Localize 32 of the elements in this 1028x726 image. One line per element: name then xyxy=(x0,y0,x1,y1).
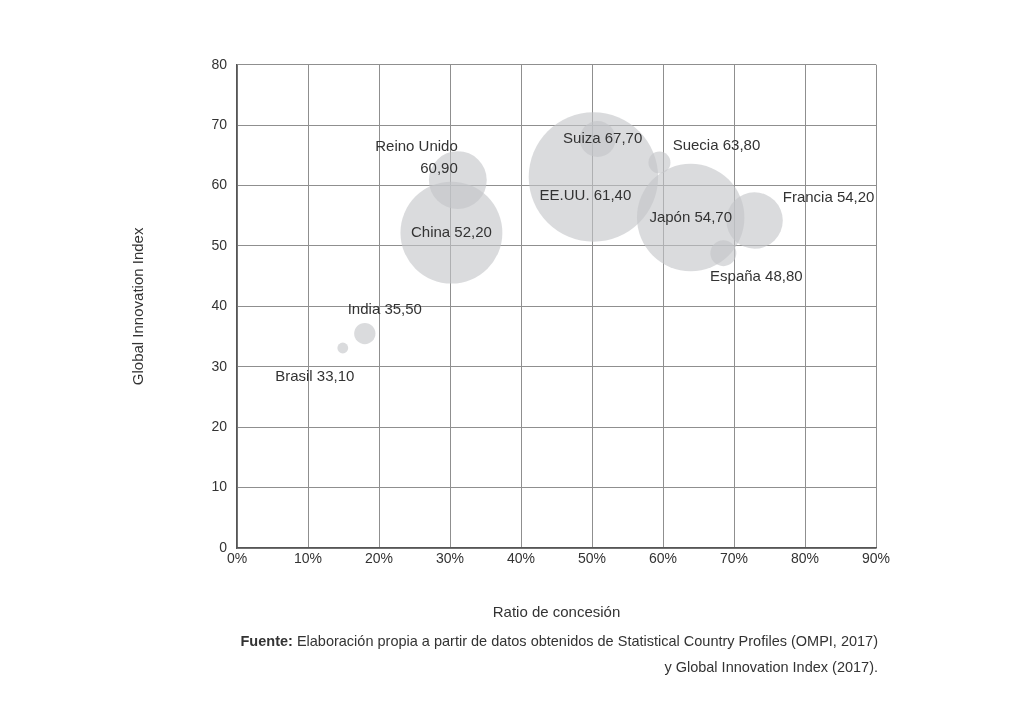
annotation: Brasil 33,10 xyxy=(275,367,355,385)
source-note: Fuente: Elaboración propia a partir de datos obtenidos de Statistical Country Profiles (OMPI, 2017) y Global Innovation Index (2017). xyxy=(239,632,878,677)
annotation: China 52,20 xyxy=(410,222,492,240)
annotation: EE.UU. 61,40 xyxy=(539,186,632,204)
annotation: India 35,50 xyxy=(347,299,422,317)
y-axis-title: Global Innovation Index xyxy=(129,227,147,386)
x-tick-label: 30% xyxy=(435,550,465,567)
y-tick-label: 70 xyxy=(211,115,228,132)
x-tick-label: 50% xyxy=(577,550,607,567)
x-tick-label: 80% xyxy=(790,550,820,567)
annotation: España 48,80 xyxy=(710,267,803,285)
y-tick-label: 60 xyxy=(211,176,228,193)
y-tick-label: 30 xyxy=(211,357,228,374)
x-tick-label: 10% xyxy=(293,550,323,567)
y-tick-label: 0 xyxy=(219,538,228,555)
annotation: Francia 54,20 xyxy=(782,187,875,205)
x-tick-label: 0% xyxy=(226,550,248,567)
y-tick-label: 80 xyxy=(211,55,228,72)
annotation: Reino Unido 60,90 xyxy=(375,137,458,177)
annotation: Suiza 67,70 xyxy=(563,129,643,147)
x-tick-label: 60% xyxy=(648,550,678,567)
y-tick-label: 10 xyxy=(211,478,228,495)
x-tick-label: 90% xyxy=(861,550,891,567)
annotation: Japón 54,70 xyxy=(649,207,732,225)
y-tick-label: 20 xyxy=(211,418,228,435)
x-tick-label: 40% xyxy=(506,550,536,567)
annotation: Suecia 63,80 xyxy=(672,135,761,153)
x-tick-label: 20% xyxy=(364,550,394,567)
x-axis-title: Ratio de concesión xyxy=(492,603,621,621)
x-tick-label: 70% xyxy=(719,550,749,567)
y-tick-label: 40 xyxy=(211,297,228,314)
y-tick-label: 50 xyxy=(211,236,228,253)
